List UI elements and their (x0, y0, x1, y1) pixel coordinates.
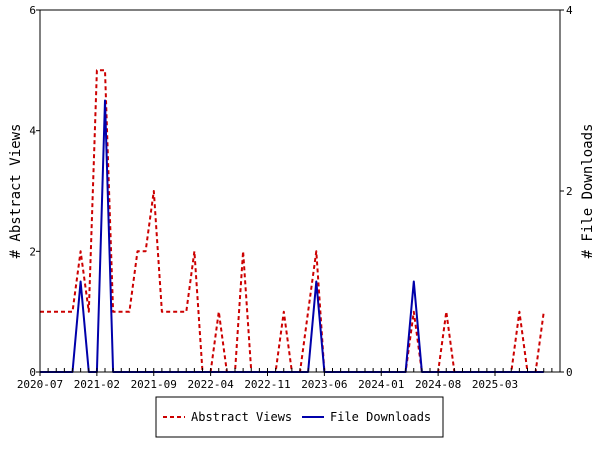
y-axis-title: # Abstract Views (8, 124, 24, 259)
y-tick-label: 6 (29, 4, 36, 17)
x-tick-label: 2023-06 (301, 378, 347, 391)
x-tick-label: 2021-02 (74, 378, 120, 391)
legend: Abstract Views File Downloads (155, 396, 444, 438)
y-tick-label: 0 (29, 366, 36, 379)
x-tick-label: 2020-07 (17, 378, 63, 391)
y-tick-label: 2 (29, 245, 36, 258)
x-tick-label: 2024-01 (358, 378, 404, 391)
y2-tick-label: 0 (566, 366, 573, 379)
x-tick-label: 2022-04 (187, 378, 234, 391)
legend-box (155, 396, 444, 438)
legend-label: Abstract Views (191, 410, 292, 424)
x-tick-label: 2021-09 (131, 378, 177, 391)
y-tick-label: 4 (29, 125, 36, 138)
x-tick-label: 2024-08 (415, 378, 461, 391)
x-tick-label: 2022-11 (244, 378, 290, 391)
y2-axis-title: # File Downloads (580, 124, 596, 259)
legend-label: File Downloads (330, 410, 431, 424)
x-tick-label: 2025-03 (472, 378, 518, 391)
y2-tick-label: 4 (566, 4, 573, 17)
y2-tick-label: 2 (566, 185, 573, 198)
axes: 2020-07 2021-02 2021-09 2022-04 2022-11 2023-… (17, 4, 573, 391)
